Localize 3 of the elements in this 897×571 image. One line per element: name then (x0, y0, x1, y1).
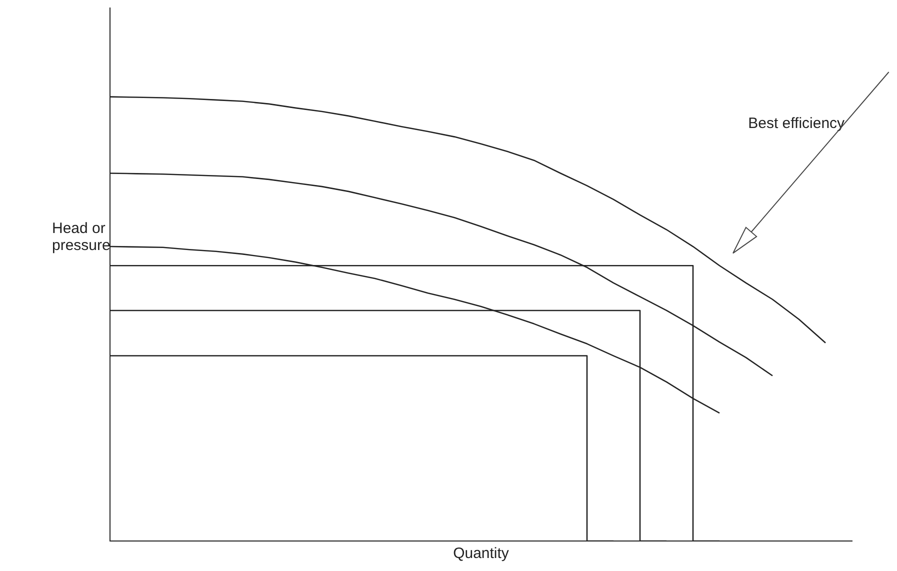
x-axis-title: Quantity (453, 545, 510, 562)
y-axis-title: Head or pressure (52, 220, 112, 254)
annotation: Best efficiency (748, 114, 845, 132)
